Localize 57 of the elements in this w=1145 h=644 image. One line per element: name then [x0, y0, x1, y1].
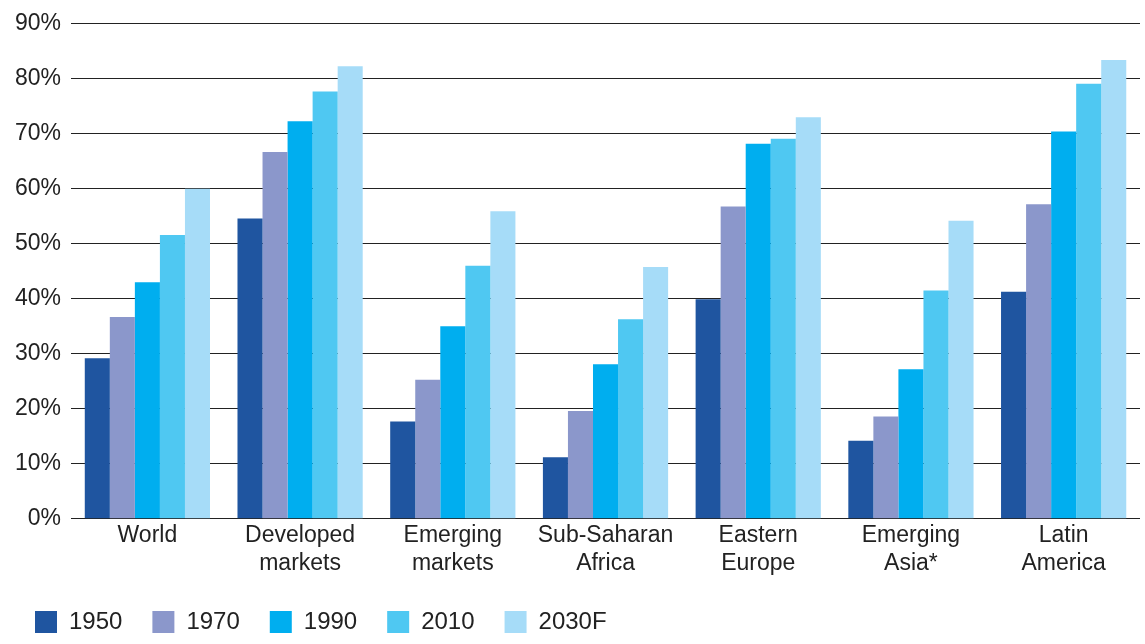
x-tick-label: Developed markets	[245, 520, 356, 575]
bar	[312, 91, 338, 519]
bar	[84, 358, 110, 519]
x-tick-label: Eastern Europe	[718, 520, 798, 575]
bar	[1051, 131, 1077, 519]
bar	[1101, 60, 1127, 519]
bar	[1001, 291, 1027, 519]
y-tick-label: 30%	[14, 339, 62, 366]
bar	[542, 457, 568, 519]
bar	[159, 235, 185, 519]
bar	[109, 316, 135, 519]
bar	[948, 220, 974, 519]
y-tick-label: 10%	[14, 449, 62, 476]
y-tick-label: 80%	[14, 64, 62, 91]
legend-label: 1950	[69, 606, 123, 634]
bar	[643, 266, 669, 519]
x-tick-label: Emerging Asia*	[861, 520, 961, 575]
bar	[465, 265, 491, 519]
y-tick-label: 90%	[14, 9, 62, 36]
bar	[923, 290, 949, 519]
legend-label: 1970	[186, 606, 240, 634]
bar	[720, 206, 746, 519]
bar	[1076, 83, 1102, 519]
bar	[770, 138, 796, 519]
bar	[593, 364, 619, 519]
bar	[390, 421, 416, 519]
bar	[567, 411, 593, 519]
legend-label: 2010	[421, 606, 475, 634]
bar	[337, 66, 363, 519]
y-tick-label: 50%	[14, 229, 62, 256]
legend-label: 2030F	[538, 606, 607, 634]
bar	[134, 282, 160, 519]
bar	[618, 319, 644, 519]
bar	[415, 379, 441, 519]
bar	[1026, 204, 1052, 519]
x-tick-label: Latin America	[1021, 520, 1107, 575]
y-tick-label: 40%	[14, 284, 62, 311]
bar	[490, 211, 516, 519]
bar	[795, 117, 821, 519]
bar	[898, 369, 924, 519]
y-tick-label: 70%	[14, 119, 62, 146]
x-tick-label: Sub-Saharan Africa	[537, 520, 674, 575]
bar	[440, 326, 466, 519]
bar	[695, 299, 721, 519]
y-tick-label: 0%	[27, 504, 62, 531]
bar	[184, 188, 210, 519]
bar	[262, 151, 288, 519]
bar	[287, 121, 313, 519]
legend-label: 1990	[303, 606, 358, 634]
bar	[873, 416, 899, 519]
x-tick-label: World	[117, 520, 178, 547]
bar	[848, 440, 874, 519]
y-tick-label: 20%	[14, 394, 62, 421]
x-tick-label: Emerging markets	[403, 520, 503, 575]
bar	[237, 218, 263, 519]
y-tick-label: 60%	[14, 174, 62, 201]
bar	[745, 143, 771, 519]
